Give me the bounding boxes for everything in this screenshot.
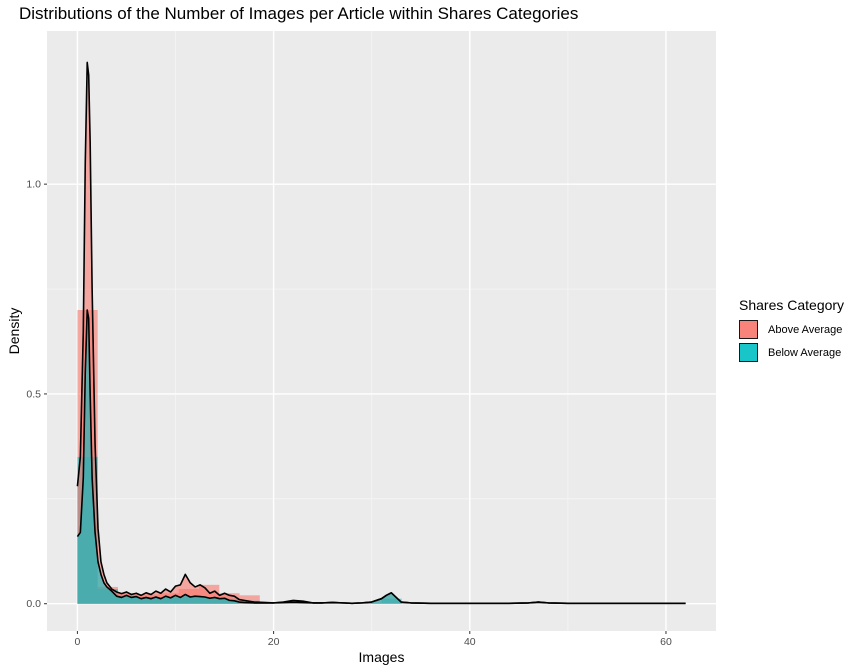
y-tick-labels: 0.0 0.5 1.0	[26, 179, 41, 611]
histogram-bar-above-average	[239, 595, 260, 604]
y-axis-label: Density	[6, 308, 22, 355]
grid-minor	[47, 31, 716, 631]
legend: Shares Category Above Average Below Aver…	[739, 297, 844, 364]
legend-key-below-average	[739, 343, 758, 362]
chart-title: Distributions of the Number of Images pe…	[19, 4, 579, 23]
x-axis-label: Images	[359, 649, 405, 665]
legend-item-below-average: Below Average	[739, 341, 844, 364]
density-line-below-average	[76, 309, 686, 605]
legend-item-above-average: Above Average	[739, 318, 844, 341]
x-tick-label: 60	[660, 636, 672, 648]
plot-panel	[47, 31, 716, 631]
y-tick-label: 1.0	[26, 179, 41, 191]
y-tick-label: 0.0	[26, 598, 41, 610]
legend-label-below-average: Below Average	[768, 346, 842, 359]
legend-label-above-average: Above Average	[768, 323, 843, 336]
x-tick-labels: 0 20 40 60	[74, 636, 671, 648]
x-tick-label: 40	[464, 636, 476, 648]
x-tick-label: 0	[74, 636, 80, 648]
density-layer	[76, 61, 686, 605]
axis-ticks	[44, 183, 667, 634]
y-tick-label: 0.5	[26, 388, 41, 400]
legend-title: Shares Category	[739, 297, 845, 313]
legend-key-above-average	[739, 320, 758, 339]
x-tick-label: 20	[268, 636, 280, 648]
